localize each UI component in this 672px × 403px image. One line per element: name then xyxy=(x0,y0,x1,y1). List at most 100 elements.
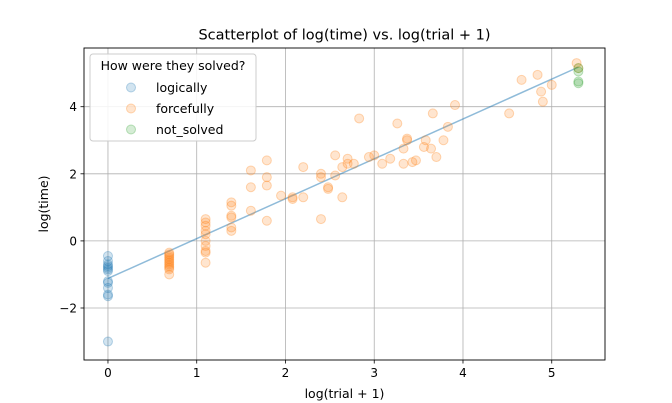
point-forcefully xyxy=(546,79,557,90)
point-forcefully xyxy=(427,108,438,119)
point-forcefully xyxy=(200,240,211,251)
fit-line xyxy=(107,66,579,280)
point-forcefully xyxy=(438,135,449,146)
point-forcefully xyxy=(164,252,175,263)
point-not-solved xyxy=(573,63,584,74)
point-forcefully xyxy=(226,212,237,223)
point-forcefully xyxy=(315,168,326,179)
point-forcefully xyxy=(200,220,211,231)
point-not-solved xyxy=(573,66,584,77)
legend-label-logically: logically xyxy=(156,80,208,95)
point-logically xyxy=(102,266,113,277)
point-forcefully xyxy=(261,180,272,191)
point-logically xyxy=(102,336,113,347)
point-forcefully xyxy=(377,158,388,169)
point-forcefully xyxy=(337,162,348,173)
point-forcefully xyxy=(200,217,211,228)
point-forcefully xyxy=(410,155,421,166)
point-forcefully xyxy=(245,205,256,216)
y-tick-label: −2 xyxy=(59,302,77,316)
legend-box xyxy=(89,53,257,142)
point-logically xyxy=(102,276,113,287)
point-forcefully xyxy=(261,215,272,226)
point-forcefully xyxy=(323,183,334,194)
point-forcefully xyxy=(200,214,211,225)
y-tick-label: 2 xyxy=(69,167,77,181)
point-forcefully xyxy=(226,222,237,233)
point-forcefully xyxy=(315,172,326,183)
point-forcefully xyxy=(200,245,211,256)
point-forcefully xyxy=(536,86,547,97)
point-forcefully xyxy=(442,121,453,132)
x-tick-label: 0 xyxy=(104,366,112,380)
point-forcefully xyxy=(261,172,272,183)
point-forcefully xyxy=(164,257,175,268)
legend-label-not-solved: not_solved xyxy=(156,122,223,137)
plot-frame xyxy=(83,47,606,361)
point-logically xyxy=(102,251,113,261)
point-forcefully xyxy=(504,108,515,119)
point-forcefully xyxy=(532,69,543,80)
point-forcefully xyxy=(431,152,442,163)
point-forcefully xyxy=(261,155,272,166)
point-forcefully xyxy=(226,225,237,236)
point-forcefully xyxy=(200,229,211,240)
point-forcefully xyxy=(298,192,309,203)
point-forcefully xyxy=(164,264,175,275)
point-forcefully xyxy=(276,190,287,201)
point-logically xyxy=(102,282,113,293)
point-forcefully xyxy=(573,63,584,74)
point-forcefully xyxy=(398,143,409,154)
data-points xyxy=(102,58,584,347)
point-forcefully xyxy=(402,133,413,144)
point-forcefully xyxy=(330,150,341,161)
point-forcefully xyxy=(200,225,211,236)
point-forcefully xyxy=(537,96,548,107)
point-forcefully xyxy=(164,249,175,260)
x-tick-label: 4 xyxy=(459,366,467,380)
x-tick-label: 2 xyxy=(282,366,290,380)
legend-marker-not-solved xyxy=(126,124,136,135)
y-axis-ticks: −2 0 2 4 xyxy=(59,100,84,316)
point-forcefully xyxy=(342,153,353,164)
point-forcefully xyxy=(348,158,359,169)
point-logically xyxy=(102,256,113,267)
point-forcefully xyxy=(164,256,175,267)
x-tick-label: 1 xyxy=(193,366,201,380)
point-not-solved xyxy=(573,76,584,87)
point-forcefully xyxy=(287,193,298,204)
point-logically xyxy=(102,277,113,288)
point-forcefully xyxy=(342,158,353,169)
legend: How were they solved? logically forceful… xyxy=(89,53,257,142)
y-tick-label: 4 xyxy=(69,100,77,114)
point-forcefully xyxy=(516,74,527,85)
point-forcefully xyxy=(287,192,298,203)
point-forcefully xyxy=(337,192,348,203)
y-axis-label: log(time) xyxy=(36,175,51,232)
point-forcefully xyxy=(164,261,175,272)
point-forcefully xyxy=(164,269,175,280)
legend-marker-logically xyxy=(126,82,136,93)
point-logically xyxy=(102,291,113,302)
x-axis-ticks: 0 1 2 3 4 5 xyxy=(104,360,556,380)
point-logically xyxy=(102,262,113,273)
point-forcefully xyxy=(226,210,237,221)
point-forcefully xyxy=(226,200,237,211)
legend-marker-forcefully xyxy=(126,103,136,114)
point-forcefully xyxy=(200,247,211,258)
point-forcefully xyxy=(200,235,211,246)
point-logically xyxy=(102,289,113,300)
point-forcefully xyxy=(407,157,418,168)
point-forcefully xyxy=(450,100,461,111)
point-forcefully xyxy=(200,257,211,268)
point-logically xyxy=(102,259,113,270)
x-axis-label: log(trial + 1) xyxy=(305,386,385,401)
point-forcefully xyxy=(392,118,403,129)
x-tick-label: 3 xyxy=(370,366,378,380)
point-forcefully xyxy=(330,170,341,181)
point-not-solved xyxy=(573,78,584,89)
point-forcefully xyxy=(354,113,365,124)
point-forcefully xyxy=(164,262,175,273)
point-logically xyxy=(102,261,113,272)
